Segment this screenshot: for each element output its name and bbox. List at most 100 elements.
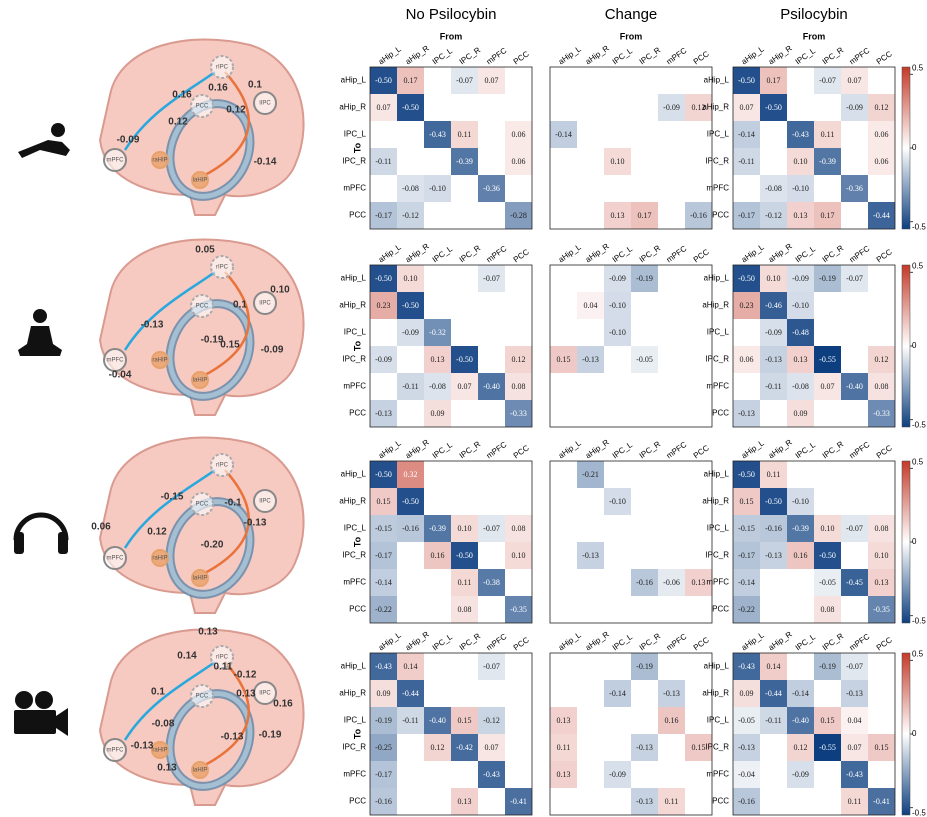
node-label: laHIP [193, 576, 208, 582]
cell-label: -0.13 [765, 355, 782, 364]
cell-label: -0.13 [846, 689, 863, 698]
y-tick-label: mPFC [343, 578, 366, 587]
brain-node [191, 371, 209, 389]
cell-label: -0.10 [609, 301, 626, 310]
brain-node [190, 492, 214, 516]
cell-label: -0.10 [429, 184, 446, 193]
heatmap-cell [577, 542, 604, 569]
heatmap-cell [397, 461, 424, 488]
heatmap-cell [370, 202, 397, 229]
heatmap-cell [478, 569, 505, 596]
heatmap-cell [451, 515, 478, 542]
x-tick-label: IPC_L [431, 46, 455, 66]
edge-label: 0.11 [214, 662, 233, 673]
node-label: rIPC [216, 265, 229, 271]
colorbar-tick-label: 0 [912, 537, 917, 546]
cell-label: 0.16 [665, 716, 679, 725]
heatmap-cell [760, 373, 787, 400]
heatmap-cell [733, 761, 760, 788]
heatmap-cell [451, 569, 478, 596]
node-label: PCC [196, 304, 209, 310]
cell-label: -0.07 [846, 524, 863, 533]
cell-label: 0.13 [794, 355, 808, 364]
heatmap-cell [424, 734, 451, 761]
cell-label: -0.50 [402, 497, 419, 506]
y-tick-label: aHip_R [702, 689, 729, 698]
heatmap-cell [370, 761, 397, 788]
cell-label: 0.10 [767, 274, 781, 283]
cell-label: 0.04 [584, 301, 598, 310]
x-tick-label: IPC_R [458, 631, 483, 652]
heatmap-cell [478, 373, 505, 400]
x-tick-label: PCC [875, 443, 894, 460]
cell-label: 0.08 [512, 524, 526, 533]
cell-label: 0.08 [512, 382, 526, 391]
edge-label: 0.12 [168, 117, 188, 128]
heatmap-cell [814, 265, 841, 292]
x-tick-label: mPFC [485, 46, 509, 66]
x-tick-label: IPC_L [611, 440, 635, 460]
cell-label: -0.11 [375, 157, 391, 166]
y-tick-label: aHip_L [704, 662, 730, 671]
x-tick-label: aHip_R [404, 630, 431, 653]
x-tick-label: PCC [692, 635, 711, 652]
y-tick-label: aHip_R [339, 689, 366, 698]
heatmap-cell [658, 707, 685, 734]
heatmap-cell [841, 734, 868, 761]
y-tick-label: aHip_R [702, 301, 729, 310]
heatmap-cell [733, 461, 760, 488]
y-tick-label: PCC [349, 605, 366, 614]
brain-node [190, 94, 214, 118]
heatmap-frame [369, 460, 533, 624]
y-tick-label: PCC [349, 211, 366, 220]
x-tick-label: IPC_L [794, 632, 818, 652]
node-label: laHIP [193, 378, 208, 384]
y-tick-label: aHip_R [702, 497, 729, 506]
edge-label: 0.05 [195, 245, 215, 256]
heatmap-cell [814, 653, 841, 680]
cell-label: 0.12 [431, 743, 445, 752]
cell-label: 0.07 [740, 103, 754, 112]
cell-label: 0.14 [767, 662, 781, 671]
heatmap-cell [397, 175, 424, 202]
heatmap-cell [505, 373, 532, 400]
heatmap-frame [369, 652, 533, 816]
cell-label: 0.10 [794, 157, 808, 166]
hippocampus-ring [167, 101, 253, 199]
heatmap-cell [841, 788, 868, 815]
colorbar [901, 264, 911, 428]
x-tick-label: IPC_R [821, 243, 846, 264]
cell-label: 0.12 [875, 355, 889, 364]
cell-label: 0.17 [638, 211, 652, 220]
heatmap-cell [841, 175, 868, 202]
cell-label: -0.16 [738, 797, 755, 806]
cell-label: 0.06 [512, 130, 526, 139]
x-tick-label: mPFC [665, 440, 689, 460]
brain-node [210, 55, 234, 79]
x-tick-label: aHip_L [377, 438, 403, 460]
heatmap-cell [550, 707, 577, 734]
cell-label: 0.11 [848, 797, 862, 806]
x-tick-label: IPC_R [458, 439, 483, 460]
cell-label: 0.09 [794, 409, 808, 418]
y-tick-label: IPC_L [707, 716, 730, 725]
heatmap-cell [424, 175, 451, 202]
brain-node [253, 291, 277, 315]
cell-label: -0.11 [402, 716, 418, 725]
heatmap-cell [760, 461, 787, 488]
edge-label: -0.09 [117, 135, 140, 146]
cell-label: 0.15 [692, 743, 706, 752]
cell-label: 0.11 [458, 130, 472, 139]
x-tick-label: PCC [875, 635, 894, 652]
cell-label: -0.36 [846, 184, 863, 193]
cell-label: -0.46 [765, 301, 782, 310]
cell-label: -0.13 [663, 689, 680, 698]
cell-label: -0.13 [582, 551, 599, 560]
heatmap-cell [658, 569, 685, 596]
brain-diagram: rIPC PCC lIPC mPFC raHIP laHIP 0.05 0.10 -0.13 0.… [98, 238, 305, 416]
heatmap-cell [733, 596, 760, 623]
y-tick-label: IPC_L [707, 524, 730, 533]
node-label: lIPC [259, 101, 271, 107]
cell-label: -0.50 [456, 551, 473, 560]
node-label: rIPC [216, 655, 229, 661]
